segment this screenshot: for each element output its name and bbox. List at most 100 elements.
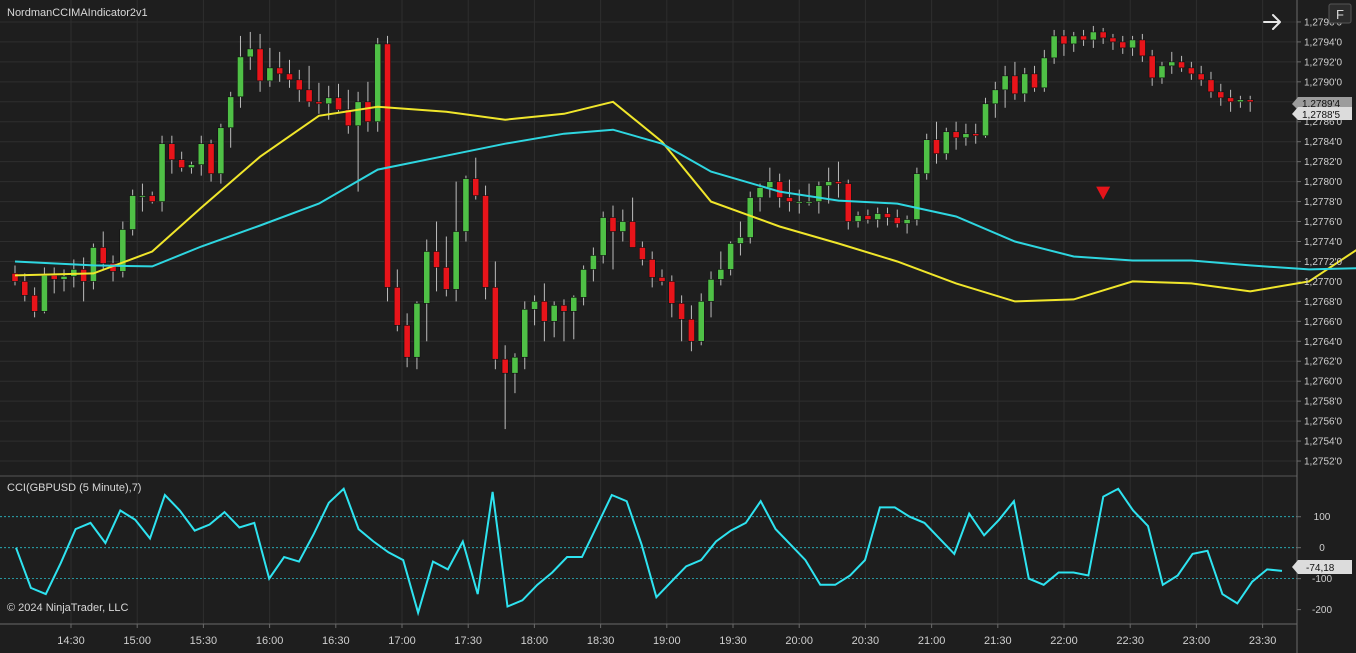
down-candle <box>1207 71 1215 98</box>
candle-body <box>962 133 970 139</box>
up-candle <box>619 209 627 242</box>
up-candle <box>413 301 421 370</box>
up-candle <box>129 189 137 236</box>
candle-body <box>688 319 695 342</box>
candle-body <box>295 79 303 91</box>
candle-body <box>766 181 774 188</box>
fast-ma-line <box>14 100 1356 303</box>
candle-body <box>550 305 558 322</box>
candle-body <box>433 251 440 268</box>
candle-body <box>776 181 784 198</box>
time-tick-label: 23:00 <box>1183 635 1211 647</box>
candle-body <box>756 187 764 198</box>
up-candle <box>266 47 274 87</box>
candle-body <box>609 217 617 232</box>
candle-body <box>1178 61 1185 69</box>
down-candle <box>629 197 636 248</box>
f-button-label: F <box>1336 7 1344 22</box>
up-candle <box>139 183 146 212</box>
arrow-right-icon[interactable] <box>1263 14 1281 30</box>
down-candle <box>1109 33 1117 50</box>
candle-body <box>1158 65 1166 79</box>
down-candle <box>276 51 284 82</box>
candle-body <box>148 195 156 202</box>
candle-body <box>658 277 666 282</box>
up-candle <box>1070 31 1078 52</box>
down-candle <box>11 265 19 286</box>
down-candle <box>933 121 940 164</box>
candle-body <box>491 287 499 360</box>
up-candle <box>452 181 460 302</box>
candle-body <box>1236 99 1244 103</box>
candle-body <box>570 297 578 312</box>
candle-body <box>874 213 882 220</box>
slow-ma-price-label: 1,2788'5 <box>1302 110 1340 121</box>
candle-body <box>923 139 931 174</box>
copyright-text: © 2024 NinjaTrader, LLC <box>7 602 128 614</box>
candle-body <box>805 201 813 204</box>
candle-body <box>1001 75 1009 91</box>
price-axis[interactable]: 1,2752'0 1,2754'0 1,2756'0 1,2758'0 1,2760'0… <box>1297 17 1342 468</box>
candle-body <box>903 219 911 224</box>
cci-axis[interactable]: 100 0 -100 -200 <box>1297 512 1332 616</box>
up-candle <box>1168 51 1176 74</box>
up-candle <box>599 211 607 264</box>
down-candle <box>1217 83 1225 106</box>
up-candle <box>570 295 578 340</box>
up-candle <box>158 135 166 212</box>
up-candle <box>1021 67 1029 102</box>
indicator-title: NordmanCCIMAIndicator2v1 <box>7 7 148 19</box>
down-candle <box>952 121 960 150</box>
candle-body <box>786 197 793 202</box>
down-candle <box>482 185 489 300</box>
candle-body <box>423 251 431 304</box>
down-candle <box>472 157 480 200</box>
up-candle <box>197 135 205 176</box>
down-candle <box>1011 61 1019 100</box>
time-axis[interactable]: 14:30 15:00 15:30 16:00 16:30 17:00 17:30 18:00… <box>57 624 1276 647</box>
candle-body <box>1040 57 1048 89</box>
up-candle <box>962 123 970 146</box>
up-candle <box>874 207 882 228</box>
time-tick-label: 14:30 <box>57 635 85 647</box>
f-button[interactable]: F <box>1328 3 1352 24</box>
down-candle <box>207 139 215 182</box>
cci-value-label: -74,18 <box>1306 563 1335 574</box>
candle-body <box>982 103 989 137</box>
candle-body <box>942 131 950 154</box>
candle-body <box>482 195 489 288</box>
candle-body <box>648 259 656 278</box>
time-tick-label: 23:30 <box>1249 635 1277 647</box>
down-candle <box>491 261 499 370</box>
time-tick-label: 20:00 <box>785 635 813 647</box>
candle-body <box>217 127 225 174</box>
candle-body <box>168 143 176 160</box>
candle-body <box>668 281 676 304</box>
down-candle <box>560 299 568 342</box>
candle-body <box>1021 73 1029 95</box>
price-tick-label: 1,2752'0 <box>1304 457 1342 468</box>
down-candle <box>178 151 186 172</box>
candle-body <box>305 89 313 103</box>
candle-body <box>835 181 842 184</box>
candle-body <box>521 309 529 358</box>
down-candle <box>433 221 440 292</box>
down-candle <box>286 59 293 88</box>
down-candle <box>893 209 901 228</box>
up-candle <box>923 133 931 180</box>
down-candle <box>295 69 303 102</box>
down-candle <box>1031 65 1038 92</box>
time-tick-label: 15:30 <box>190 635 218 647</box>
candle-body <box>178 159 186 168</box>
cci-grid <box>0 516 1297 580</box>
down-candle <box>1148 49 1156 86</box>
time-tick-label: 20:30 <box>852 635 880 647</box>
down-candle <box>1178 55 1185 72</box>
price-tick-label: 1,2796'0 <box>1304 17 1342 28</box>
candle-body <box>11 273 19 282</box>
cci-title: CCI(GBPUSD (5 Minute),7) <box>7 482 141 494</box>
up-candle <box>805 183 813 206</box>
candle-body <box>1217 91 1225 99</box>
candle-body <box>619 221 627 232</box>
price-tick-label: 1,2758'0 <box>1304 397 1342 408</box>
